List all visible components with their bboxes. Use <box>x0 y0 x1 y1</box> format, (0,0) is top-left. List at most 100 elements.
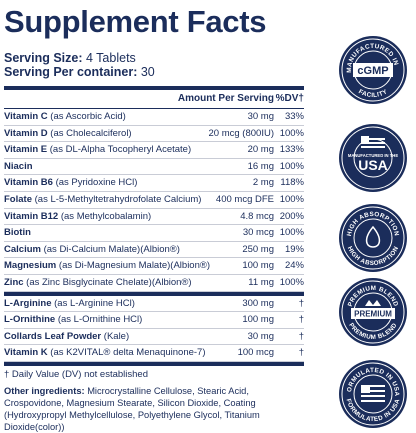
label: Other ingredients: <box>4 386 85 396</box>
name: Magnesium <box>4 260 57 272</box>
nutrient-name: Vitamin D (as Cholecalciferol) <box>4 126 132 142</box>
nutrient-row: Zinc (as Zinc Bisglycinate Chelate)(Albi… <box>4 275 304 292</box>
nutrient-name: Niacin <box>4 159 33 175</box>
name: Calcium <box>4 243 41 255</box>
badge-bottom-text: FACILITY <box>357 88 389 99</box>
nutrient-row: Vitamin K (as K2VITAL® delta Menaquinone… <box>4 345 304 362</box>
detail: (Kale) <box>103 330 130 342</box>
amount: 2 mg <box>252 177 274 189</box>
amount: 300 mg <box>242 297 274 309</box>
nutrient-name: Calcium (as Di-Calcium Malate)(Albion®) <box>4 242 180 258</box>
flag-stripe <box>361 385 385 387</box>
label: Serving Per container: <box>4 65 138 79</box>
divider <box>4 86 304 90</box>
name: Folate <box>4 194 32 205</box>
daily-value: 100% <box>279 277 304 288</box>
nutrient-name: Biotin <box>4 225 31 241</box>
amount: 16 mg <box>247 160 274 172</box>
daily-value: 24% <box>284 260 304 272</box>
flag-field <box>361 136 369 144</box>
name: Vitamin E <box>4 144 48 156</box>
detail: (as Methylcobalamin) <box>60 210 152 222</box>
detail: (as DL-Alpha Tocopheryl Acetate) <box>49 144 192 156</box>
nutrient-name: Collards Leaf Powder (Kale) <box>4 329 129 345</box>
text: Microcrystalline Cellulose, Stearic Acid… <box>4 386 260 432</box>
drop-icon <box>365 225 381 248</box>
amount: 30 mcg <box>242 227 274 239</box>
detail: (as Zinc Bisglycinate Chelate)(Albion®) <box>26 277 192 288</box>
nutrient-row: Biotin 30 mcg 100% <box>4 225 304 242</box>
detail: (as Cholecalciferol) <box>50 127 132 139</box>
nutrient-name: Vitamin C (as Ascorbic Acid) <box>4 109 126 125</box>
badge-bottom-text: FACILITY <box>357 88 389 99</box>
name: Vitamin K <box>4 347 48 359</box>
footnote: † Daily Value (DV) not established <box>4 369 148 380</box>
badge-ring <box>341 126 405 190</box>
badge-ring <box>341 206 405 270</box>
flag-field <box>361 385 370 393</box>
nutrient-name: Vitamin B12 (as Methylcobalamin) <box>4 209 151 225</box>
divider <box>4 362 304 366</box>
label: Serving Size: <box>4 51 83 65</box>
name: Collards Leaf Powder <box>4 330 102 342</box>
nutrient-row: Vitamin B12 (as Methylcobalamin) 4.8 mcg 2… <box>4 209 304 226</box>
amount: 100 mcg <box>237 347 274 359</box>
amount: 30 mg <box>247 330 274 342</box>
column-header: %DV† <box>275 93 304 104</box>
name: Biotin <box>4 227 31 239</box>
column-header: Amount Per Serving <box>177 93 274 104</box>
badge-ring <box>341 38 405 102</box>
nutrient-row: L-Arginine (as L-Arginine HCl) 300 mg † <box>4 296 304 313</box>
value: 4 Tablets <box>85 51 136 65</box>
detail: (as Ascorbic Acid) <box>50 111 126 122</box>
nutrient-row: Collards Leaf Powder (Kale) 30 mg † <box>4 329 304 346</box>
daily-value: 118% <box>280 177 304 189</box>
daily-value: 19% <box>284 243 304 255</box>
nutrient-row: Calcium (as Di-Calcium Malate)(Albion®) 2… <box>4 242 304 259</box>
nutrient-name: Vitamin B6 (as Pyridoxine HCl) <box>4 175 137 191</box>
nutrient-name: Vitamin E (as DL-Alpha Tocopheryl Acetat… <box>4 142 191 158</box>
detail: (as L-Ornithine HCl) <box>57 314 143 326</box>
nutrient-row: Niacin 16 mg 100% <box>4 159 304 176</box>
nutrient-name: Vitamin K (as K2VITAL® delta Menaquinone… <box>4 345 206 361</box>
badge-inner <box>353 374 393 414</box>
detail: (as L-Arginine HCl) <box>54 297 135 309</box>
daily-value: 100% <box>279 127 304 139</box>
name: Vitamin C <box>4 111 48 122</box>
divider <box>4 291 304 296</box>
daily-value: † <box>298 330 304 342</box>
flag-stripe <box>361 390 385 392</box>
nutrient-row: Vitamin E (as DL-Alpha Tocopheryl Acetat… <box>4 142 304 159</box>
daily-value: 100% <box>279 194 304 205</box>
nutrient-row: L-Ornithine (as L-Ornithine HCl) 100 mg † <box>4 312 304 329</box>
amount: 250 mg <box>242 243 274 255</box>
badge-center-text: cGMP <box>357 65 388 77</box>
nutrient-name: L-Ornithine (as L-Ornithine HCl) <box>4 312 142 328</box>
amount: 100 mg <box>242 260 274 272</box>
amount: 100 mg <box>242 314 274 326</box>
table-header: Amount Per Serving %DV† <box>4 90 304 109</box>
crown-icon <box>365 300 381 306</box>
daily-value: 200% <box>279 210 304 222</box>
nutrient-name: L-Arginine (as L-Arginine HCl) <box>4 296 135 312</box>
flag-stripe <box>361 395 385 397</box>
badge-ring <box>341 280 405 344</box>
badge-center-text: PREMIUM <box>354 310 392 319</box>
nutrient-row: Vitamin D (as Cholecalciferol) 20 mcg (80… <box>4 126 304 143</box>
amount: 20 mg <box>247 144 274 156</box>
ribbon <box>351 308 395 319</box>
amount: 20 mcg (800IU) <box>208 127 274 139</box>
nutrient-name: Zinc (as Zinc Bisglycinate Chelate)(Albi… <box>4 275 192 291</box>
badge-outer <box>339 124 407 192</box>
daily-value: 100% <box>279 227 304 239</box>
amount: 30 mg <box>247 111 274 122</box>
daily-value: † <box>298 314 304 326</box>
amount: 400 mcg DFE <box>215 194 274 205</box>
nutrient-name: Folate (as L-5-Methyltetrahydrofolate Ca… <box>4 192 201 208</box>
name: Vitamin B12 <box>4 210 59 222</box>
daily-value: 33% <box>284 111 304 122</box>
detail: (as L-5-Methyltetrahydrofolate Calcium) <box>34 194 202 205</box>
daily-value: 100% <box>279 160 304 172</box>
nutrient-name: Magnesium (as Di-Magnesium Malate)(Albio… <box>4 258 210 274</box>
